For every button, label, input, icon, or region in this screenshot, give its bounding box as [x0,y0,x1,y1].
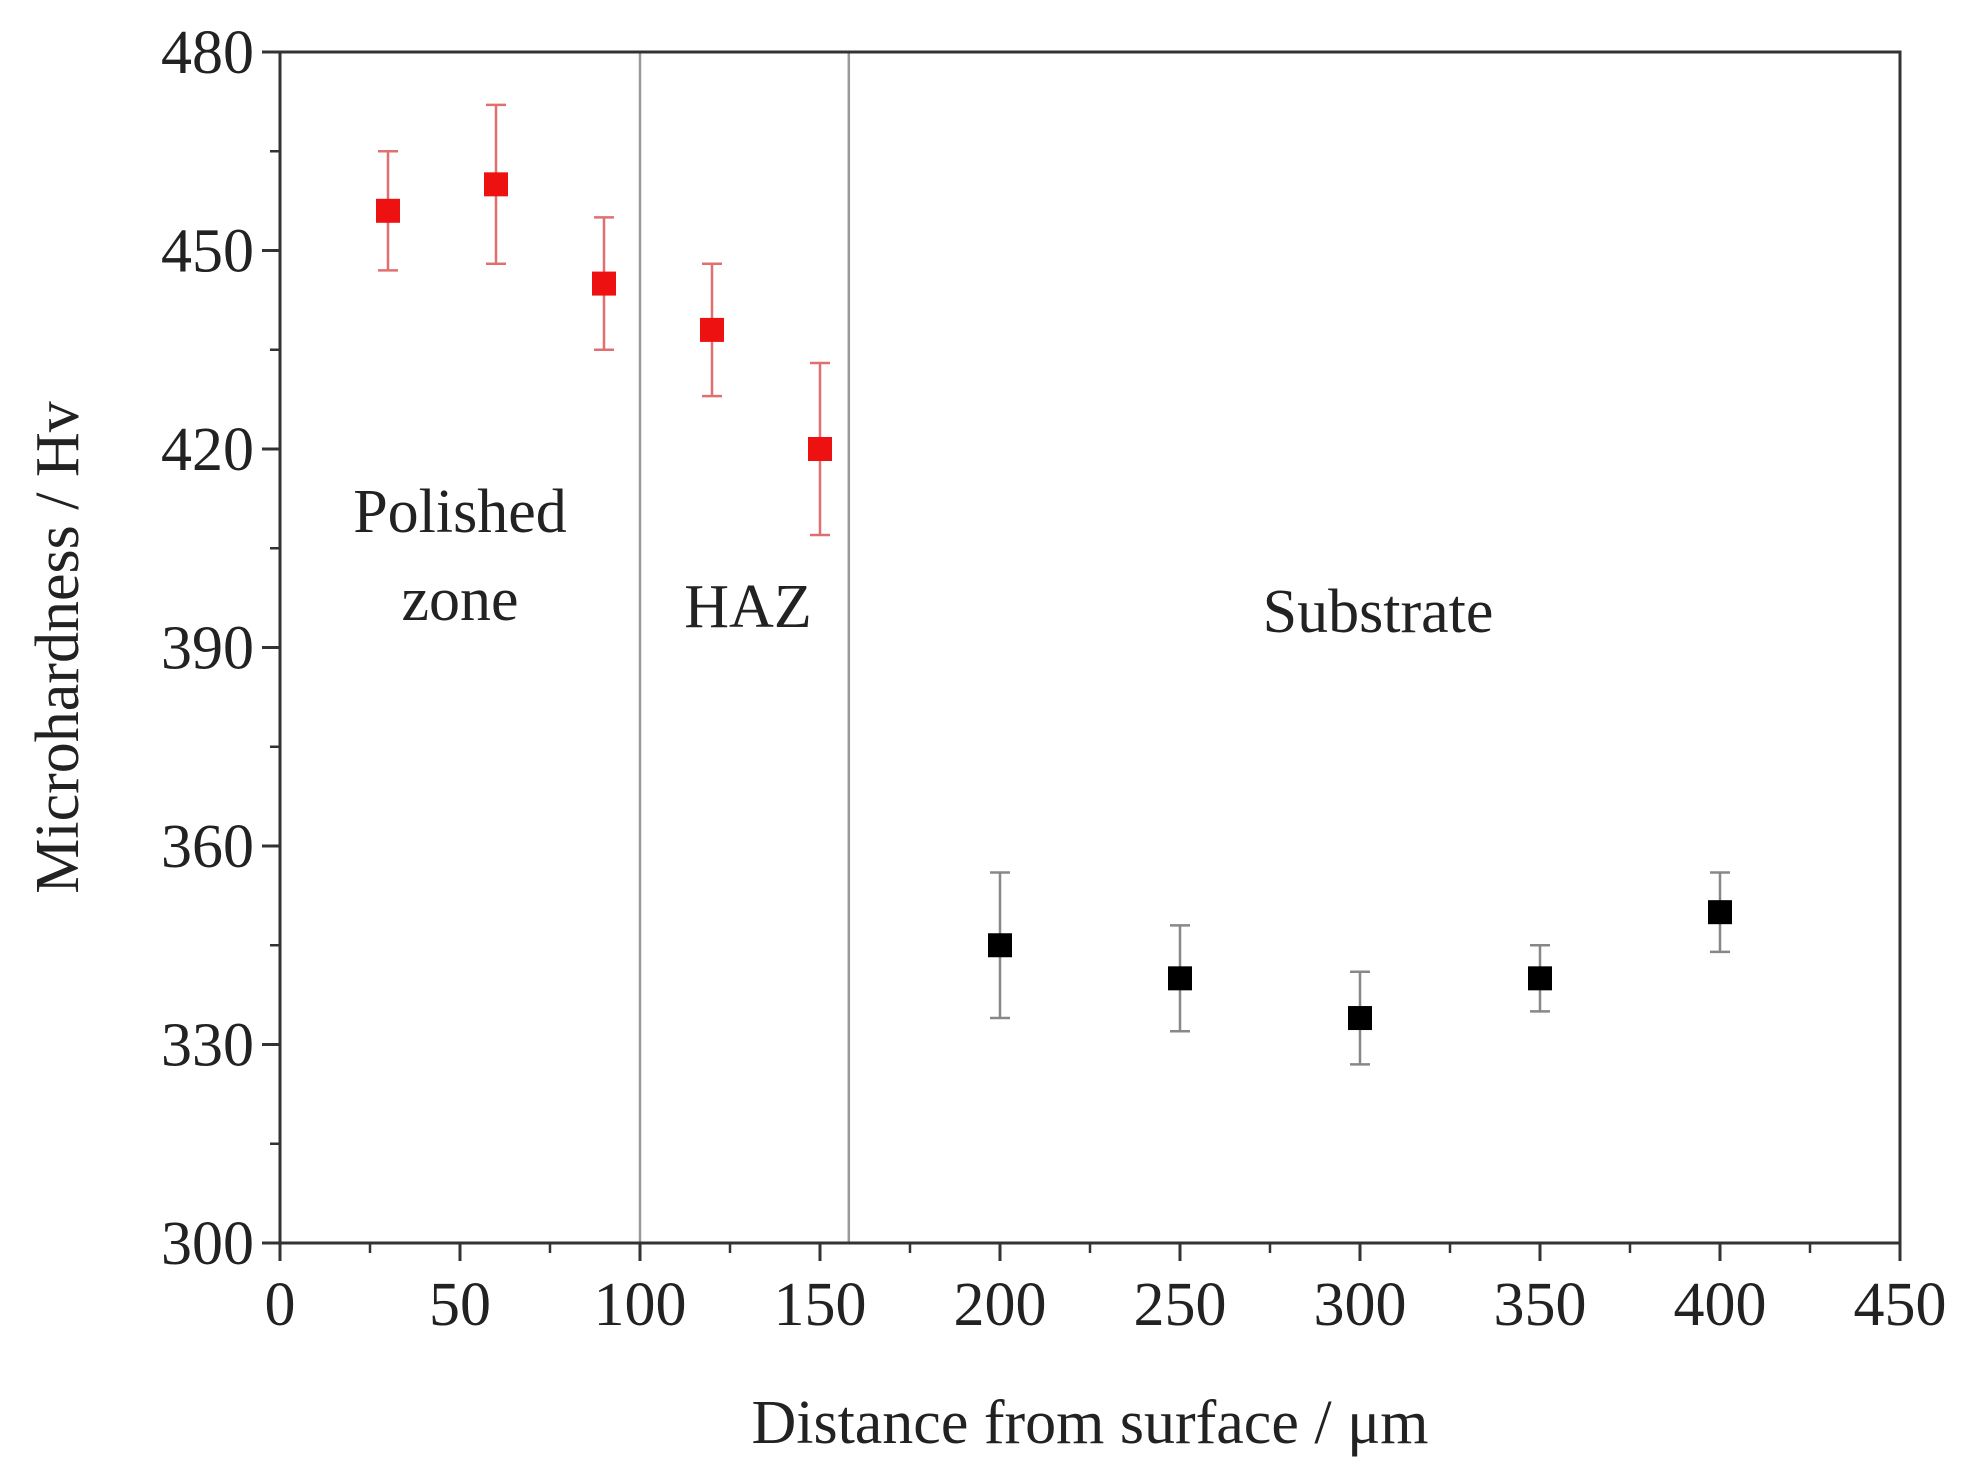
y-axis-title: Microhardness / Hv [24,401,92,893]
error-bars [378,103,1730,1066]
y-tick-label: 330 [161,1012,254,1080]
plot-frame [278,50,1902,1245]
x-axis-ticks: 0 50 100 150 200 250 300 350 400 450 [265,1243,1947,1339]
y-tick-label: 300 [161,1210,254,1278]
x-tick-label: 150 [774,1271,867,1339]
x-tick-label: 100 [594,1271,687,1339]
data-point-marker [376,198,400,223]
x-tick-label: 200 [954,1271,1047,1339]
data-point-marker [1708,900,1732,925]
y-tick-label: 360 [161,813,254,881]
data-point-marker [700,317,724,342]
x-tick-label: 450 [1854,1271,1947,1339]
x-tick-label: 50 [429,1271,491,1339]
x-tick-label: 250 [1134,1271,1227,1339]
data-point-marker [484,172,508,197]
x-axis-title: Distance from surface / μm [751,1389,1428,1457]
y-tick-label: 450 [161,218,254,286]
data-markers [376,172,1732,1031]
x-tick-label: 400 [1674,1271,1767,1339]
region-label: HAZ [684,573,811,641]
y-axis-ticks: 300 330 360 390 420 450 480 [161,19,280,1278]
x-tick-label: 350 [1494,1271,1587,1339]
y-tick-label: 390 [161,615,254,683]
data-point-marker [1348,1006,1372,1031]
region-label: Substrate [1263,578,1494,646]
zone-boundaries [638,52,851,1243]
data-point-marker [988,933,1012,958]
y-tick-label: 420 [161,416,254,484]
x-tick-label: 300 [1314,1271,1407,1339]
data-point-marker [1168,966,1192,991]
region-annotations: Polished zone HAZ Substrate [353,478,1493,646]
x-tick-label: 0 [265,1271,296,1339]
y-tick-label: 480 [161,19,254,87]
region-label: Polished [353,478,567,546]
data-point-marker [592,271,616,296]
data-point-marker [1528,966,1552,991]
region-label: zone [401,566,518,634]
data-point-marker [808,437,832,461]
